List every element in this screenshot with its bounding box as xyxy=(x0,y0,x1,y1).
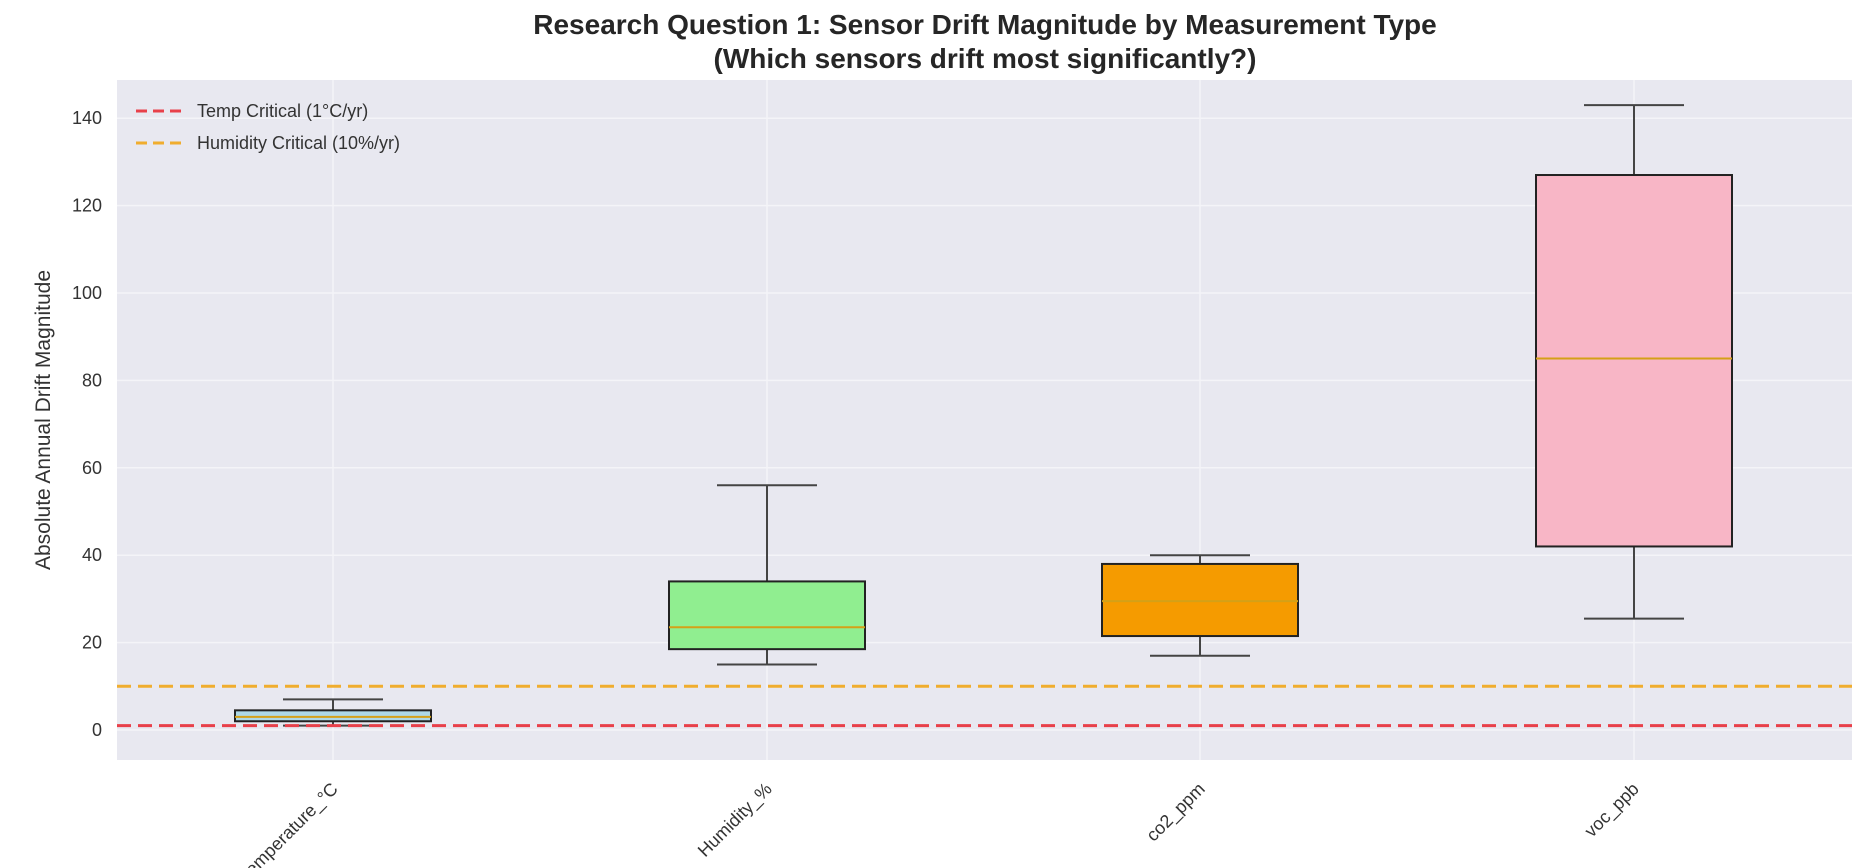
y-tick-label: 120 xyxy=(72,196,102,216)
box-group xyxy=(1535,104,1733,620)
y-tick-label: 20 xyxy=(82,633,102,653)
chart-title: Research Question 1: Sensor Drift Magnit… xyxy=(533,9,1436,40)
box-group xyxy=(1101,554,1299,657)
x-tick-label: co2_ppm xyxy=(1142,779,1209,846)
box-body xyxy=(668,580,866,651)
x-tick-label: voc_ppb xyxy=(1581,779,1644,842)
box-body xyxy=(234,709,432,723)
x-tick-labels: temperature_°C Humidity_% co2_ppm voc_ppb xyxy=(238,779,1644,868)
chart-subtitle: (Which sensors drift most significantly?… xyxy=(714,43,1257,74)
legend-entry: Humidity Critical (10%/yr) xyxy=(197,133,400,153)
y-tick-label: 140 xyxy=(72,108,102,128)
box-body xyxy=(1101,562,1299,638)
y-tick-labels: 0 20 40 60 80 100 120 140 xyxy=(72,108,102,740)
y-axis-label: Absolute Annual Drift Magnitude xyxy=(32,270,55,570)
legend-entry: Temp Critical (1°C/yr) xyxy=(197,101,368,121)
x-tick-label: temperature_°C xyxy=(238,779,343,868)
box-group xyxy=(668,484,866,666)
box-group xyxy=(234,698,432,727)
box-body xyxy=(1535,174,1733,548)
y-tick-label: 0 xyxy=(92,720,102,740)
legend: Temp Critical (1°C/yr) Humidity Critical … xyxy=(136,101,400,153)
y-tick-label: 40 xyxy=(82,545,102,565)
y-tick-label: 100 xyxy=(72,283,102,303)
reference-lines xyxy=(117,684,1852,728)
x-tick-label: Humidity_% xyxy=(694,779,777,862)
boxes xyxy=(234,104,1733,727)
y-tick-label: 60 xyxy=(82,458,102,478)
y-tick-label: 80 xyxy=(82,370,102,390)
